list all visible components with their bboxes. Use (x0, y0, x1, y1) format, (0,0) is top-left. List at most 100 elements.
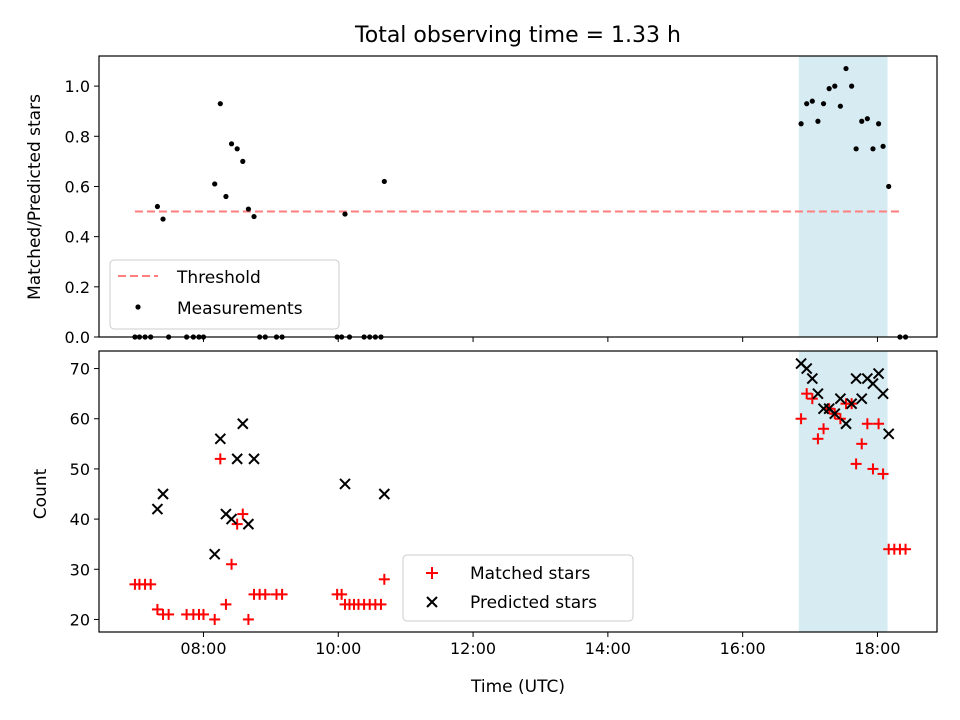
bottom-point (145, 578, 157, 590)
top-point (217, 101, 223, 107)
top-point (245, 206, 252, 212)
bottom-point (812, 433, 824, 445)
top-point (815, 118, 821, 124)
bottom-point (248, 453, 260, 465)
top-point (820, 101, 827, 107)
bottom-point (867, 463, 879, 475)
bottom-legend-frame (402, 554, 634, 622)
chart-title: Total observing time = 1.33 h (354, 23, 681, 48)
bottom-point (231, 518, 243, 530)
top-point (880, 143, 886, 149)
bottom-point (861, 418, 873, 430)
bottom-point (225, 513, 238, 525)
top-point (859, 118, 865, 124)
bottom-y-tick-label: 30 (70, 560, 90, 579)
matched-stars-legend-label: Matched stars (470, 564, 590, 584)
top-point (832, 83, 838, 89)
bottom-point (242, 518, 255, 530)
bottom-y-tick-label: 60 (70, 410, 90, 429)
top-point (843, 65, 849, 72)
bottom-y-tick-label: 70 (70, 360, 90, 379)
top-point (864, 116, 870, 122)
bottom-point (259, 588, 271, 600)
bottom-y-tick-label: 20 (70, 610, 90, 629)
bottom-plot: 20 30 40 50 60 70 08:00 10:00 12:00 14:00 16:00 18:… (70, 350, 938, 658)
top-y-tick-label: 0.6 (65, 177, 90, 196)
bottom-x-tick-label: 08:00 (180, 639, 226, 658)
top-point (154, 203, 161, 210)
top-point (853, 146, 859, 152)
top-point (804, 101, 810, 107)
top-y-tick-label: 0.8 (65, 127, 90, 146)
bottom-series-0 (129, 388, 912, 625)
bottom-point (806, 372, 819, 385)
predicted-stars-legend-label: Predicted stars (470, 593, 597, 613)
bottom-x-tick-label: 14:00 (585, 639, 631, 658)
bottom-point (856, 438, 868, 450)
bottom-point (850, 372, 862, 385)
bottom-point (877, 468, 889, 480)
top-point (875, 121, 882, 127)
bottom-point (237, 508, 249, 520)
measurements-legend-marker (135, 304, 141, 310)
top-point (228, 141, 235, 147)
bottom-point (220, 598, 232, 610)
bottom-x-tick-label: 10:00 (315, 639, 361, 658)
bottom-series-1 (151, 357, 895, 560)
threshold-legend-label: Threshold (176, 268, 261, 288)
top-y-tick-label: 0.0 (65, 328, 90, 347)
top-plot: 0.0 0.2 0.4 0.6 0.8 1.0 (65, 55, 938, 347)
bottom-point (197, 608, 209, 620)
bottom-x-tick-label: 16:00 (720, 639, 766, 658)
bottom-point (801, 388, 813, 400)
bottom-point (873, 418, 885, 430)
top-point (886, 183, 892, 190)
top-point (809, 98, 815, 104)
bottom-point (339, 478, 351, 490)
bottom-point (209, 613, 221, 625)
top-y-tick-label: 0.4 (65, 228, 90, 247)
top-legend-frame (109, 259, 340, 330)
top-point (223, 193, 229, 200)
predicted-stars-legend-marker (426, 596, 438, 608)
bottom-point (856, 392, 868, 405)
bottom-point (840, 418, 852, 430)
matched-stars-legend-marker (426, 567, 438, 579)
bottom-point (242, 613, 254, 625)
bottom-point (214, 453, 226, 465)
bottom-point (226, 558, 238, 570)
bottom-point (845, 397, 858, 410)
top-axes-frame (98, 55, 938, 338)
bottom-x-tick-label: 18:00 (854, 639, 900, 658)
bottom-y-axis-label: Count (31, 468, 51, 519)
measurements-legend-label: Measurements (177, 299, 303, 319)
top-point (870, 146, 876, 152)
bottom-point (378, 488, 391, 500)
bottom-y-tick-label: 40 (70, 510, 90, 529)
bottom-point (834, 413, 846, 425)
bottom-point (812, 387, 824, 400)
bottom-point (829, 408, 841, 420)
top-point (251, 213, 257, 220)
bottom-point (806, 393, 818, 405)
bottom-point (276, 588, 288, 600)
bottom-point (867, 377, 879, 390)
top-point (826, 86, 832, 92)
bottom-point (378, 573, 390, 585)
bottom-point (214, 433, 227, 445)
bottom-point (877, 387, 889, 400)
bottom-point (231, 453, 243, 465)
bottom-point (237, 418, 249, 430)
bottom-point (795, 413, 807, 425)
bottom-point (872, 367, 885, 380)
top-point (837, 103, 843, 109)
bottom-point (375, 598, 387, 610)
x-axis-label: Time (UTC) (470, 677, 565, 697)
bottom-point (336, 588, 348, 600)
top-y-tick-label: 0.2 (65, 278, 90, 297)
bottom-point (151, 603, 163, 615)
top-point (240, 158, 246, 164)
bottom-axes-frame (98, 350, 938, 633)
bottom-point (151, 503, 164, 515)
